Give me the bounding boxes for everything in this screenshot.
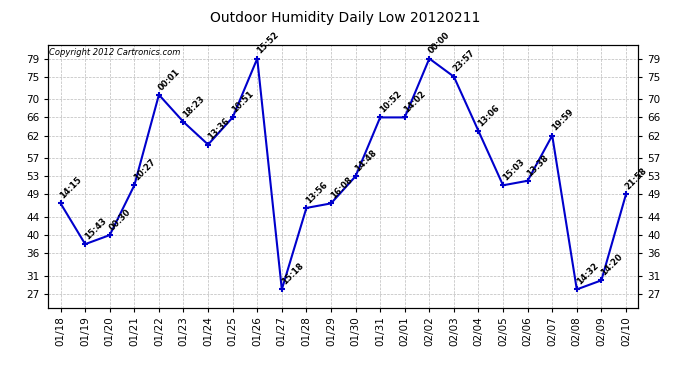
Text: 00:00: 00:00 (427, 31, 452, 56)
Text: 15:03: 15:03 (501, 158, 526, 183)
Text: Outdoor Humidity Daily Low 20120211: Outdoor Humidity Daily Low 20120211 (210, 11, 480, 25)
Text: 23:57: 23:57 (452, 49, 477, 74)
Text: 21:58: 21:58 (624, 166, 649, 192)
Text: 10:51: 10:51 (230, 89, 256, 115)
Text: 15:18: 15:18 (279, 261, 305, 286)
Text: 18:23: 18:23 (181, 94, 206, 119)
Text: 13:38: 13:38 (526, 153, 551, 178)
Text: 10:27: 10:27 (132, 158, 157, 183)
Text: 14:15: 14:15 (59, 175, 83, 201)
Text: 14:32: 14:32 (575, 261, 600, 286)
Text: 15:52: 15:52 (255, 30, 280, 56)
Text: 15:43: 15:43 (83, 216, 108, 242)
Text: Copyright 2012 Cartronics.com: Copyright 2012 Cartronics.com (50, 48, 181, 57)
Text: 10:52: 10:52 (378, 89, 403, 115)
Text: 13:56: 13:56 (304, 180, 330, 205)
Text: 16:08: 16:08 (329, 176, 354, 201)
Text: 14:02: 14:02 (402, 89, 428, 115)
Text: 00:30: 00:30 (108, 207, 132, 232)
Text: 00:01: 00:01 (157, 67, 182, 92)
Text: 19:59: 19:59 (550, 108, 575, 133)
Text: 14:48: 14:48 (353, 148, 379, 174)
Text: 13:06: 13:06 (476, 103, 502, 128)
Text: 13:36: 13:36 (206, 117, 231, 142)
Text: 14:20: 14:20 (599, 252, 624, 278)
